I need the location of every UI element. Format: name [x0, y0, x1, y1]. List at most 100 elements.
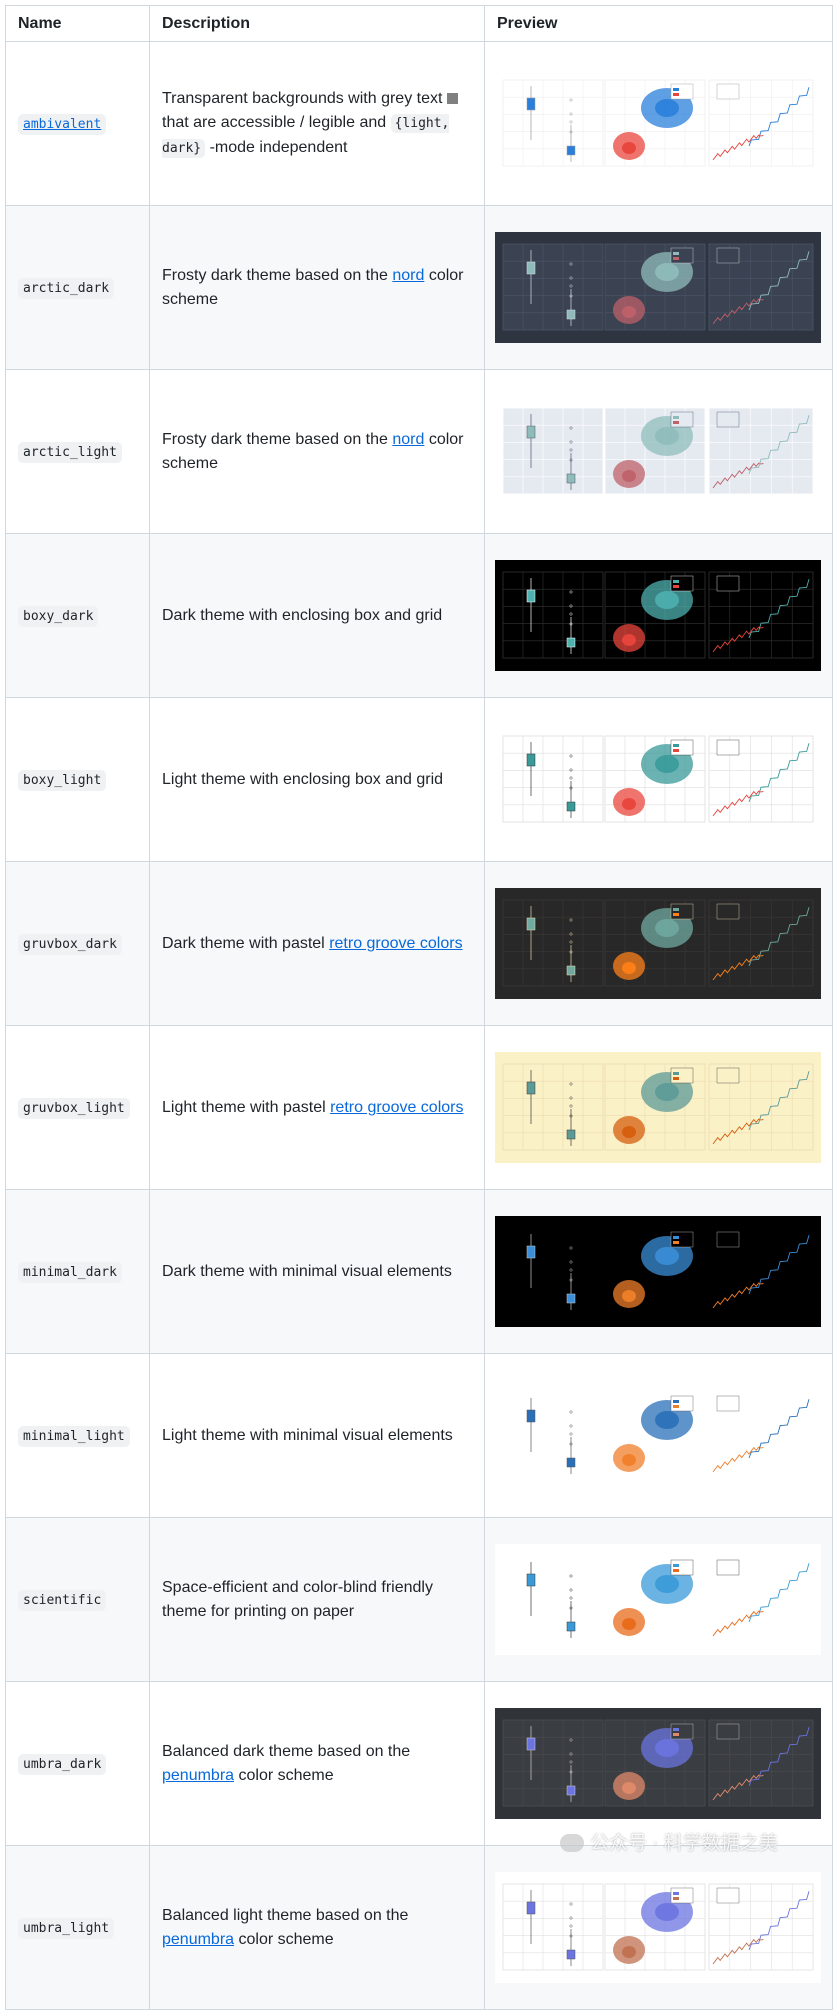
header-name: Name	[5, 5, 150, 42]
preview-cell	[484, 205, 833, 370]
description-cell: Dark theme with pastel retro groove colo…	[149, 861, 485, 1026]
description-cell: Dark theme with minimal visual elements	[149, 1189, 485, 1354]
grey-swatch	[446, 92, 458, 104]
preview-cell	[484, 1845, 833, 2010]
table-row: gruvbox_dark Dark theme with pastel retro…	[5, 861, 833, 1026]
table-row: ambivalent Transparent backgrounds with g…	[5, 41, 833, 206]
theme-name: gruvbox_light	[18, 1097, 130, 1119]
description-text: Dark theme with enclosing box and grid	[162, 606, 443, 624]
theme-name: scientific	[18, 1589, 107, 1611]
description-link[interactable]: retro groove colors	[329, 934, 463, 952]
table-row: gruvbox_light Light theme with pastel ret…	[5, 1025, 833, 1190]
name-cell: arctic_dark	[5, 205, 150, 370]
wechat-icon	[560, 1834, 584, 1852]
description-text: Dark theme with minimal visual elements	[162, 1262, 452, 1280]
description-cell: Transparent backgrounds with grey text t…	[149, 41, 485, 206]
name-cell: scientific	[5, 1517, 150, 1682]
name-cell: umbra_dark	[5, 1681, 150, 1846]
description-cell: Balanced light theme based on the penumb…	[149, 1845, 485, 2010]
description-text: Transparent backgrounds with grey text	[162, 89, 447, 107]
theme-name: gruvbox_dark	[18, 933, 122, 955]
description-text: that are accessible / legible and	[162, 113, 391, 131]
theme-name: boxy_dark	[18, 605, 99, 627]
theme-preview-image	[495, 1708, 821, 1819]
name-cell: minimal_light	[5, 1353, 150, 1518]
preview-cell	[484, 1353, 833, 1518]
preview-cell	[484, 1517, 833, 1682]
table-row: arctic_dark Frosty dark theme based on th…	[5, 205, 833, 370]
description-text: Balanced dark theme based on the	[162, 1742, 411, 1760]
table-row: boxy_dark Dark theme with enclosing box a…	[5, 533, 833, 698]
name-cell: ambivalent	[5, 41, 150, 206]
theme-name: boxy_light	[18, 769, 107, 791]
description-cell: Space-efficient and color-blind friendly…	[149, 1517, 485, 1682]
theme-preview-image	[495, 888, 821, 999]
description-link[interactable]: penumbra	[162, 1930, 235, 1948]
description-text: Light theme with pastel	[162, 1098, 331, 1116]
theme-preview-image	[495, 560, 821, 671]
description-text: color scheme	[162, 430, 464, 472]
theme-preview-image	[495, 232, 821, 343]
theme-preview-image	[495, 396, 821, 507]
theme-name: umbra_light	[18, 1917, 115, 1939]
description-link[interactable]: penumbra	[162, 1766, 235, 1784]
preview-cell	[484, 697, 833, 862]
description-text: Space-efficient and color-blind friendly…	[162, 1578, 433, 1620]
header-description: Description	[149, 5, 485, 42]
preview-cell	[484, 41, 833, 206]
theme-name[interactable]: ambivalent	[18, 113, 107, 135]
description-text: Dark theme with pastel	[162, 934, 330, 952]
table-row: minimal_dark Dark theme with minimal visu…	[5, 1189, 833, 1354]
name-cell: gruvbox_light	[5, 1025, 150, 1190]
description-cell: Light theme with pastel retro groove col…	[149, 1025, 485, 1190]
table-row: umbra_light Balanced light theme based on…	[5, 1845, 833, 2010]
description-link[interactable]: retro groove colors	[330, 1098, 464, 1116]
description-text: Frosty dark theme based on the	[162, 266, 393, 284]
name-cell: boxy_dark	[5, 533, 150, 698]
table-row: boxy_light Light theme with enclosing box…	[5, 697, 833, 862]
description-text: Frosty dark theme based on the	[162, 430, 393, 448]
description-text: color scheme	[162, 266, 464, 308]
description-text: color scheme	[234, 1930, 334, 1948]
table-header-row: Name Description Preview	[5, 5, 833, 42]
name-cell: boxy_light	[5, 697, 150, 862]
preview-cell	[484, 1025, 833, 1190]
description-cell: Light theme with minimal visual elements	[149, 1353, 485, 1518]
preview-cell	[484, 369, 833, 534]
description-cell: Frosty dark theme based on the nord colo…	[149, 369, 485, 534]
table-row: minimal_light Light theme with minimal vi…	[5, 1353, 833, 1518]
name-cell: umbra_light	[5, 1845, 150, 2010]
preview-cell	[484, 1189, 833, 1354]
theme-name: minimal_light	[18, 1425, 130, 1447]
header-preview: Preview	[484, 5, 833, 42]
name-cell: gruvbox_dark	[5, 861, 150, 1026]
theme-name: umbra_dark	[18, 1753, 107, 1775]
description-text: Light theme with minimal visual elements	[162, 1426, 453, 1444]
theme-preview-image	[495, 1380, 821, 1491]
theme-preview-image	[495, 68, 821, 179]
table-row: arctic_light Frosty dark theme based on t…	[5, 369, 833, 534]
description-cell: Balanced dark theme based on the penumbr…	[149, 1681, 485, 1846]
name-cell: minimal_dark	[5, 1189, 150, 1354]
description-text: Balanced light theme based on the	[162, 1906, 409, 1924]
theme-table: Name Description Preview ambivalent Trans…	[5, 5, 833, 2010]
description-link[interactable]: nord	[392, 266, 425, 284]
table-row: umbra_dark Balanced dark theme based on t…	[5, 1681, 833, 1846]
name-cell: arctic_light	[5, 369, 150, 534]
theme-name: minimal_dark	[18, 1261, 122, 1283]
theme-preview-image	[495, 1216, 821, 1327]
description-text: -mode independent	[205, 138, 348, 156]
description-text: Light theme with enclosing box and grid	[162, 770, 444, 788]
description-cell: Frosty dark theme based on the nord colo…	[149, 205, 485, 370]
theme-preview-image	[495, 1052, 821, 1163]
description-link[interactable]: nord	[392, 430, 425, 448]
description-text: color scheme	[234, 1766, 334, 1784]
preview-cell	[484, 1681, 833, 1846]
table-row: scientific Space-efficient and color-blin…	[5, 1517, 833, 1682]
theme-preview-image	[495, 1544, 821, 1655]
theme-name: arctic_dark	[18, 277, 115, 299]
theme-preview-image	[495, 1872, 821, 1983]
description-cell: Light theme with enclosing box and grid	[149, 697, 485, 862]
theme-name: arctic_light	[18, 441, 122, 463]
preview-cell	[484, 861, 833, 1026]
